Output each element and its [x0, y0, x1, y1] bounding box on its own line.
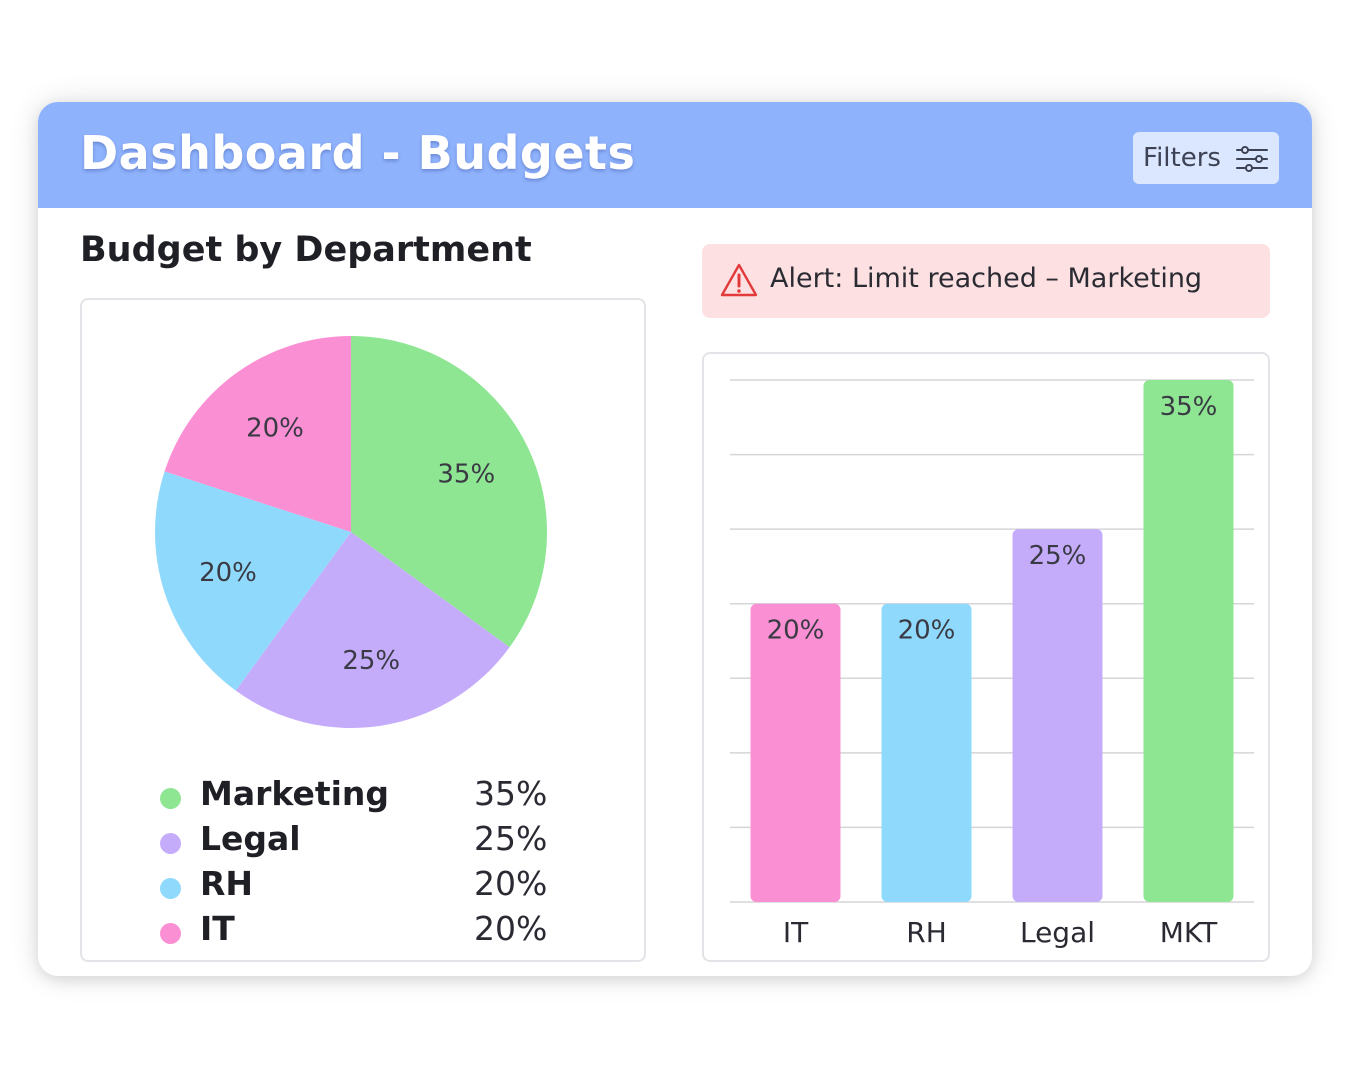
legend-swatch	[160, 833, 181, 854]
pie-slice-rh	[155, 471, 351, 691]
legend-item: RH 20%	[160, 864, 580, 909]
filters-button[interactable]: Filters	[1133, 132, 1279, 184]
section-title: Budget by Department	[80, 230, 532, 270]
bar-rh	[881, 603, 972, 902]
legend-label: Marketing	[200, 774, 390, 813]
bar-mkt	[1143, 380, 1234, 902]
dashboard-card: Dashboard - Budgets Filters Budget by De…	[38, 102, 1312, 976]
pie-slice-label: 20%	[246, 413, 304, 443]
page-title: Dashboard - Budgets	[80, 126, 636, 180]
pie-slice-label: 25%	[342, 646, 400, 676]
legend-value: 20%	[474, 864, 548, 903]
x-tick-label: IT	[783, 916, 809, 949]
pie-chart: 35% 25% 20% 20%	[155, 336, 547, 728]
pie-legend: Marketing 35% Legal 25% RH 20% IT 20%	[160, 774, 580, 954]
filters-label: Filters	[1143, 143, 1221, 173]
pie-slice-it	[164, 336, 351, 532]
legend-label: Legal	[200, 819, 301, 858]
alert-text: Alert: Limit reached – Marketing	[770, 263, 1203, 294]
bar-value-label: 25%	[1029, 541, 1087, 571]
legend-swatch	[160, 923, 181, 944]
bar-value-label: 35%	[1160, 392, 1218, 422]
legend-item: IT 20%	[160, 909, 580, 954]
warning-triangle-icon	[720, 263, 758, 297]
bar-value-label: 20%	[898, 616, 956, 646]
bar-value-label: 20%	[767, 616, 825, 646]
legend-swatch	[160, 878, 181, 899]
legend-value: 35%	[474, 774, 548, 813]
bar-chart-panel: 20% IT 20% RH 25% Legal 35% MKT	[702, 352, 1270, 962]
pie-chart-panel: 35% 25% 20% 20% Marketing 35% Legal 25% RH 20% IT…	[80, 298, 646, 962]
legend-item: Marketing 35%	[160, 774, 580, 819]
pie-slice-label: 35%	[437, 459, 495, 489]
x-tick-label: MKT	[1160, 916, 1218, 949]
legend-label: IT	[200, 909, 235, 948]
x-tick-label: RH	[906, 916, 947, 949]
legend-value: 25%	[474, 819, 548, 858]
alert-banner: Alert: Limit reached – Marketing	[702, 244, 1270, 318]
pie-slice-marketing	[351, 336, 547, 648]
x-tick-label: Legal	[1020, 916, 1095, 949]
pie-slice-legal	[235, 532, 510, 728]
legend-value: 20%	[474, 909, 548, 948]
legend-swatch	[160, 788, 181, 809]
bar-legal	[1012, 529, 1103, 902]
sliders-icon	[1236, 146, 1268, 172]
bar-it	[750, 603, 841, 902]
bar-chart: 20% IT 20% RH 25% Legal 35% MKT	[730, 379, 1254, 949]
legend-label: RH	[200, 864, 254, 903]
pie-slice-label: 20%	[199, 558, 257, 588]
legend-item: Legal 25%	[160, 819, 580, 864]
header-bar: Dashboard - Budgets Filters	[38, 102, 1312, 208]
